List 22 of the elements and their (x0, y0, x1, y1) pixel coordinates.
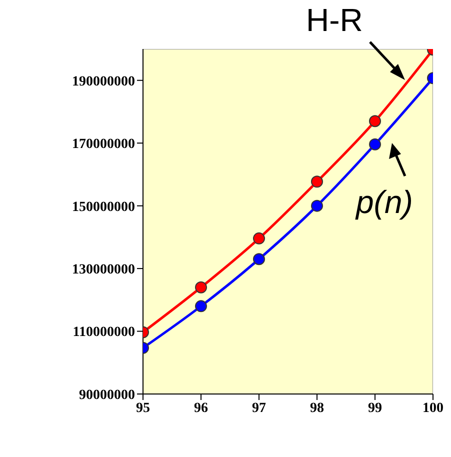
x-tick-label: 100 (422, 400, 444, 416)
y-tick-label: 110000000 (72, 325, 135, 340)
series-label: H-R (306, 2, 363, 39)
x-tick-label: 99 (368, 400, 382, 416)
point (369, 115, 381, 128)
x-tick-label: 98 (310, 400, 324, 416)
point (253, 253, 265, 266)
y-tick-label: 90000000 (79, 388, 135, 403)
point (311, 200, 323, 212)
x-tick-label: 97 (252, 400, 266, 416)
y-tick-label: 130000000 (72, 262, 135, 278)
y-tick-label: 150000000 (72, 200, 135, 215)
y-tick-label: 190000000 (72, 74, 135, 90)
point (369, 138, 381, 150)
point (195, 300, 207, 312)
y-tick-label: 170000000 (72, 137, 135, 152)
x-tick-label: 96 (194, 400, 208, 416)
point (253, 232, 265, 244)
point (195, 281, 207, 294)
point (311, 176, 323, 188)
series-label: p(n) (356, 184, 413, 221)
x-tick-label: 95 (136, 400, 150, 416)
